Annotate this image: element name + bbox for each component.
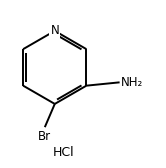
Text: Br: Br (38, 130, 51, 143)
Text: HCl: HCl (52, 145, 74, 159)
Text: NH₂: NH₂ (121, 76, 144, 89)
Text: N: N (50, 24, 59, 37)
